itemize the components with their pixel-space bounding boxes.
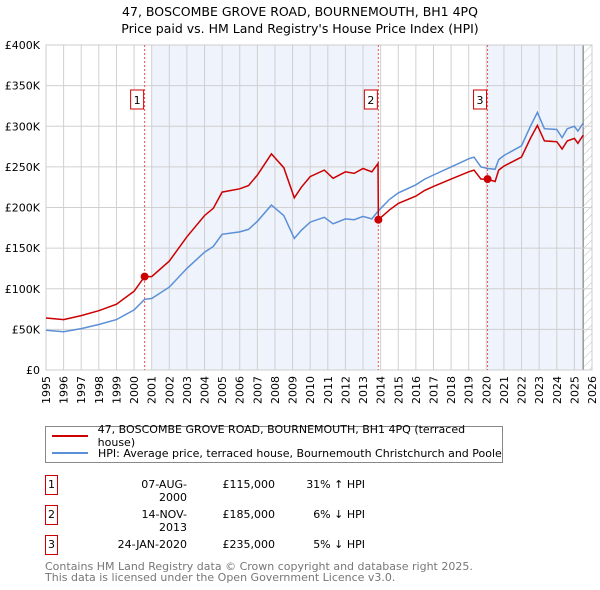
sale-hpi-diff: 31% ↑ HPI <box>306 478 365 491</box>
sale-hpi-diff: 5% ↓ HPI <box>313 538 365 551</box>
x-tick-label: 1997 <box>75 376 88 404</box>
x-tick-label: 2013 <box>357 376 370 404</box>
x-tick-label: 2022 <box>516 376 529 404</box>
x-tick-label: 2001 <box>146 376 159 404</box>
x-tick-label: 2026 <box>586 376 599 404</box>
y-tick-label: £200K <box>5 202 41 215</box>
x-tick-label: 2009 <box>287 376 300 404</box>
y-tick-label: £300K <box>5 120 41 133</box>
series-line <box>45 110 584 333</box>
sale-marker: 3 <box>45 535 58 555</box>
sale-marker-box <box>130 89 145 110</box>
legend-label: HPI: Average price, terraced house, Bour… <box>98 446 502 460</box>
sale-hpi-diff: 6% ↓ HPI <box>313 508 365 521</box>
sale-point <box>140 272 149 281</box>
x-tick-label: 2004 <box>199 376 212 404</box>
y-tick-label: £0 <box>26 364 40 377</box>
sale-price: £235,000 <box>222 538 276 551</box>
sale-row: 3 24-JAN-2020 £235,000 5% ↓ HPI <box>45 535 445 555</box>
y-tick-label: £150K <box>5 242 41 255</box>
sale-marker-label: 2 <box>367 94 374 107</box>
price-chart: 1995 1996 1997 1998 1999 2000 2001 2002 2003 2004… <box>5 39 599 404</box>
sale-point <box>483 175 492 184</box>
x-tick-label: 2020 <box>480 376 493 404</box>
sale-marker-label: 1 <box>134 94 141 107</box>
sale-marker-box <box>363 89 378 110</box>
legend-label: 47, BOSCOMBE GROVE ROAD, BOURNEMOUTH, BH… <box>97 423 466 449</box>
x-tick-label: 2023 <box>533 376 546 404</box>
sale-date: 07-AUG-2000 <box>141 478 187 504</box>
sale-marker-box <box>473 89 488 110</box>
sale-marker-label: 3 <box>477 94 484 107</box>
legend-item-property: 47, BOSCOMBE GROVE ROAD, BOURNEMOUTH, BH… <box>52 423 502 449</box>
x-tick-label: 2016 <box>410 376 423 404</box>
x-tick-label: 2010 <box>304 376 317 404</box>
x-tick-label: 2000 <box>128 376 141 404</box>
y-tick-label: £250K <box>5 161 41 174</box>
x-tick-label: 2008 <box>269 376 282 404</box>
x-tick-label: 2007 <box>251 376 264 404</box>
sale-price: £185,000 <box>222 508 276 521</box>
x-tick-label: 2014 <box>375 376 388 404</box>
x-tick-label: 2021 <box>498 376 511 404</box>
chart-legend: 47, BOSCOMBE GROVE ROAD, BOURNEMOUTH, BH… <box>45 423 503 463</box>
chart-subtitle: Price paid vs. HM Land Registry's House … <box>121 21 479 36</box>
x-tick-label: 2005 <box>216 376 229 404</box>
legend-swatch-red <box>52 435 88 437</box>
footer-copyright: Contains HM Land Registry data © Crown c… <box>45 560 473 573</box>
x-tick-label: 2025 <box>568 376 581 404</box>
sale-date: 24-JAN-2020 <box>117 538 187 551</box>
x-tick-label: 2002 <box>163 376 176 404</box>
sale-row: 2 14-NOV-2013 £185,000 6% ↓ HPI <box>45 505 445 534</box>
x-tick-label: 2003 <box>181 376 194 404</box>
sale-price: £115,000 <box>222 478 276 491</box>
x-tick-label: 1995 <box>40 376 53 404</box>
x-tick-label: 1998 <box>93 376 106 404</box>
legend-item-hpi: HPI: Average price, terraced house, Bour… <box>52 445 502 461</box>
y-tick-label: £100K <box>5 283 41 296</box>
x-tick-label: 2015 <box>392 376 405 404</box>
x-tick-label: 2011 <box>322 376 335 404</box>
y-tick-label: £350K <box>5 80 41 93</box>
y-tick-label: £50K <box>12 323 41 336</box>
plot-frame <box>45 44 593 371</box>
chart-title: 47, BOSCOMBE GROVE ROAD, BOURNEMOUTH, BH… <box>122 4 478 19</box>
series-line <box>45 123 584 321</box>
footer-licence: This data is licensed under the Open Gov… <box>45 571 396 584</box>
x-tick-label: 1999 <box>110 376 123 404</box>
sale-marker: 1 <box>45 475 58 495</box>
x-tick-label: 2017 <box>427 376 440 404</box>
x-tick-label: 2024 <box>551 376 564 404</box>
legend-swatch-blue <box>52 452 88 454</box>
x-tick-label: 2019 <box>463 376 476 404</box>
sale-date: 14-NOV-2013 <box>141 508 187 534</box>
x-tick-label: 2006 <box>234 376 247 404</box>
sale-point <box>374 215 383 224</box>
sale-row: 1 07-AUG-2000 £115,000 31% ↑ HPI <box>45 475 445 504</box>
x-tick-label: 2018 <box>445 376 458 404</box>
sale-marker: 2 <box>45 505 58 525</box>
x-tick-label: 1996 <box>58 376 71 404</box>
x-tick-label: 2012 <box>339 376 352 404</box>
y-tick-label: £400K <box>5 39 41 52</box>
